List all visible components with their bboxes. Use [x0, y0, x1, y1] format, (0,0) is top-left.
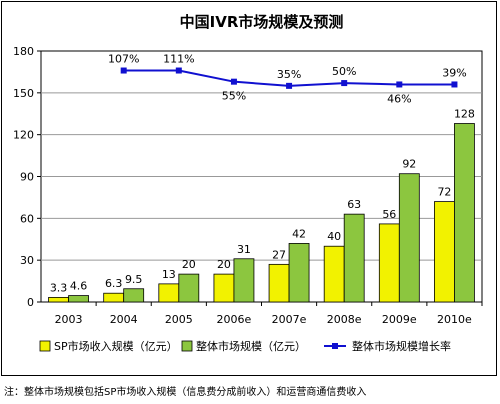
x-tick-label: 2010e [437, 313, 472, 326]
bar-data-label: 20 [217, 258, 231, 271]
bar-total [123, 288, 145, 303]
bar-data-label: 9.5 [125, 273, 143, 286]
growth-rate-label: 39% [442, 66, 466, 79]
bar-sp [103, 292, 125, 303]
growth-rate-label: 111% [163, 53, 194, 66]
bar-sp [158, 283, 180, 303]
bar-total [178, 273, 200, 303]
bar-total [454, 123, 475, 303]
bar-data-label: 3.3 [50, 281, 68, 294]
x-tick-label: 2006e [217, 313, 252, 326]
x-tick-label: 2003 [55, 313, 83, 326]
growth-rate-label: 50% [332, 65, 356, 78]
growth-rate-point [286, 82, 293, 89]
bar-data-label: 72 [437, 186, 451, 199]
bar-data-label: 42 [292, 227, 306, 240]
y-tick-label: 60 [20, 212, 34, 225]
bar-total [68, 295, 89, 303]
bar-sp [268, 263, 290, 303]
y-tick-label: 120 [13, 129, 34, 142]
bar-data-label: 31 [237, 243, 251, 256]
bar-data-label: 128 [454, 108, 475, 121]
bar-data-label: 4.6 [70, 280, 88, 293]
growth-rate-point [175, 67, 182, 74]
x-tick-label: 2009e [382, 313, 417, 326]
legend-label: 整体市场规模（亿元） [196, 339, 306, 353]
growth-rate-point [451, 81, 458, 88]
legend-swatch [39, 340, 51, 352]
bar-total [233, 258, 255, 303]
growth-rate-label: 107% [108, 53, 139, 66]
bar-data-label: 20 [182, 258, 196, 271]
growth-rate-point [230, 78, 237, 85]
growth-rate-label: 35% [277, 68, 301, 81]
growth-rate-point [396, 81, 403, 88]
y-tick-label: 30 [20, 254, 34, 267]
bar-data-label: 63 [347, 198, 361, 211]
bar-data-label: 27 [272, 248, 286, 261]
bar-sp [213, 273, 235, 303]
bar-data-label: 92 [402, 158, 416, 171]
bar-data-label: 6.3 [105, 277, 123, 290]
bar-sp [378, 223, 400, 303]
x-tick-label: 2004 [110, 313, 138, 326]
bar-total [398, 173, 420, 303]
bar-sp [434, 201, 455, 303]
growth-rate-label: 46% [387, 92, 411, 105]
y-tick-label: 0 [27, 296, 34, 309]
bar-total [343, 213, 365, 303]
y-tick-label: 90 [20, 171, 34, 184]
growth-rate-label: 55% [222, 90, 246, 103]
chart-frame: 中国IVR市场规模及预测 0 30 60 90 120 150 180 3.3 4.6 2003 6.… [1, 1, 497, 376]
bar-data-label: 56 [382, 208, 396, 221]
legend-label: 整体市场规模增长率 [352, 339, 451, 353]
y-tick-label: 180 [13, 45, 34, 58]
growth-rate-point [341, 80, 348, 87]
chart-title: 中国IVR市场规模及预测 [180, 13, 344, 31]
chart: 中国IVR市场规模及预测 0 30 60 90 120 150 180 3.3 4.6 2003 6.… [13, 13, 483, 353]
legend-label: SP市场收入规模（亿元） [54, 339, 178, 353]
bar-sp [323, 245, 345, 303]
legend-marker [332, 343, 338, 349]
bar-total [288, 243, 310, 303]
x-tick-label: 2008e [327, 313, 362, 326]
footnote: 注：整体市场规模包括SP市场收入规模（信息费分成前收入）和运营商通信费收入 [4, 387, 367, 398]
x-tick-label: 2005 [165, 313, 193, 326]
bar-data-label: 40 [327, 230, 341, 243]
y-tick-label: 150 [13, 87, 34, 100]
growth-rate-point [120, 67, 127, 74]
legend-swatch [181, 340, 193, 352]
bar-sp [48, 296, 69, 303]
bar-data-label: 13 [162, 268, 176, 281]
x-tick-label: 2007e [272, 313, 307, 326]
